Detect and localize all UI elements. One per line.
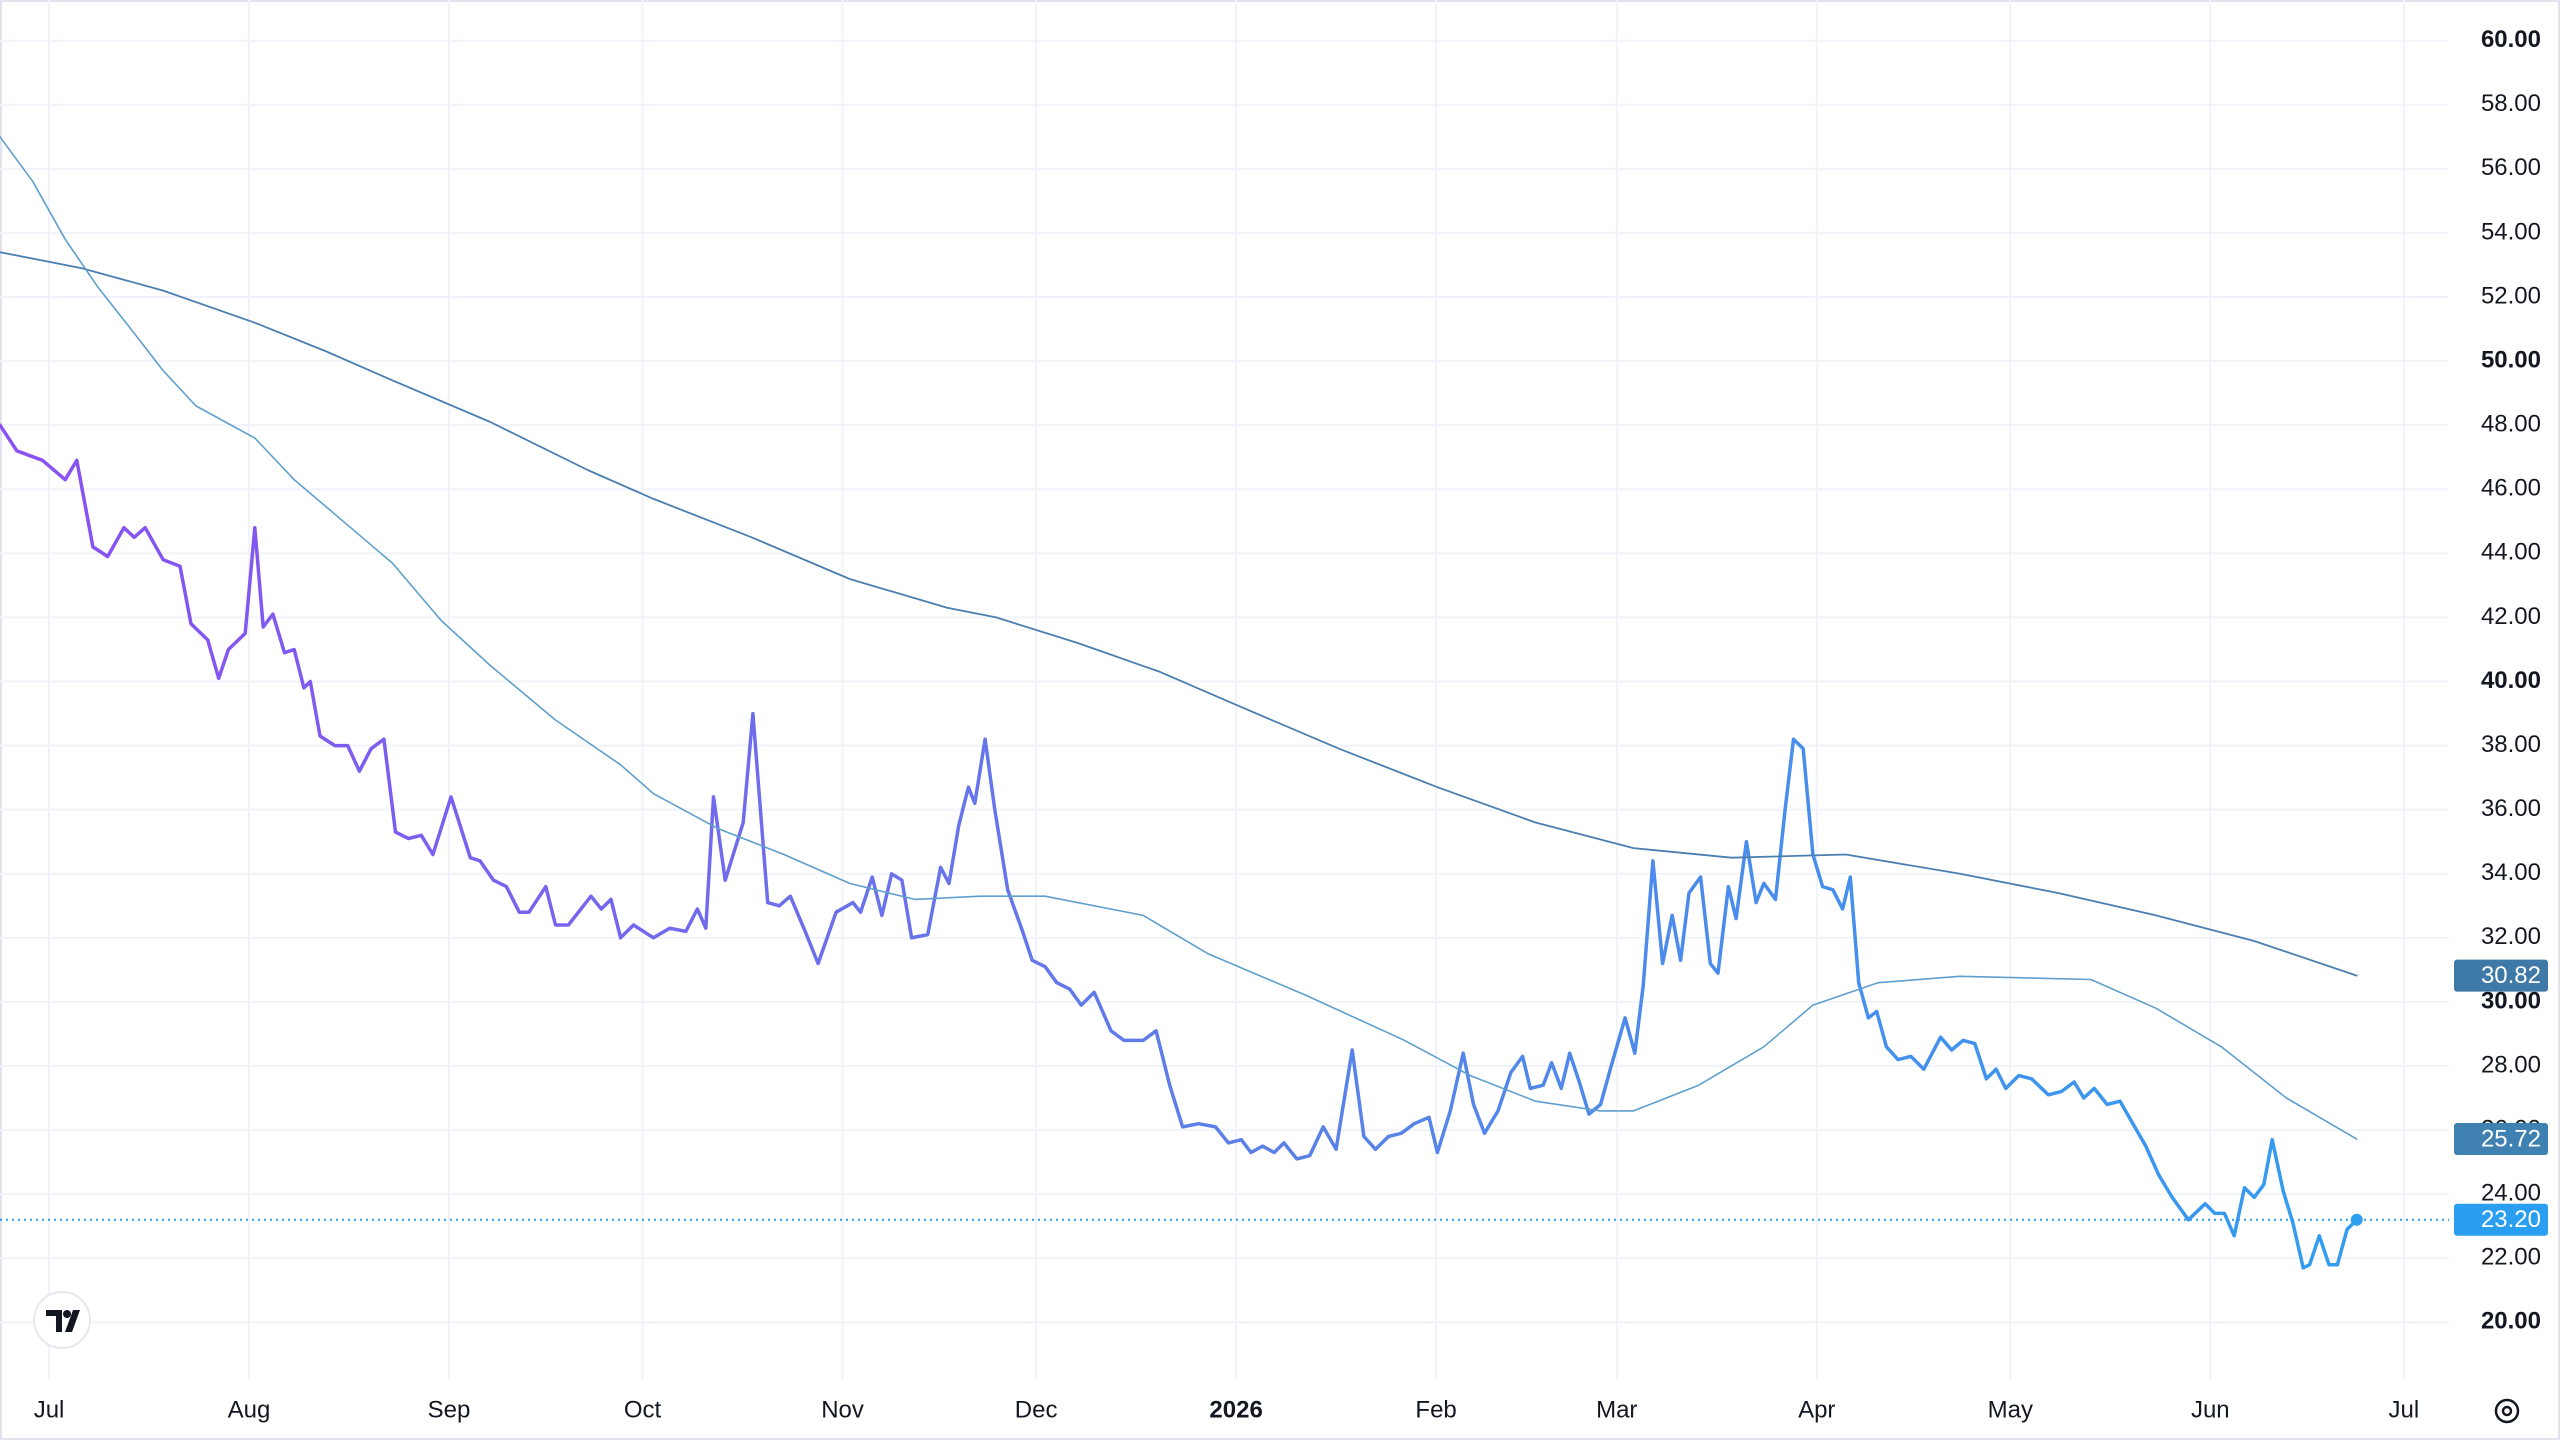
y-tick-label: 42.00: [2481, 603, 2541, 630]
x-tick-label: Sep: [428, 1396, 471, 1423]
y-tick-label: 46.00: [2481, 475, 2541, 502]
y-tick-label: 32.00: [2481, 923, 2541, 950]
y-tick-label: 50.00: [2481, 346, 2541, 373]
series-line: [0, 136, 2358, 1140]
x-tick-label: Oct: [624, 1396, 662, 1423]
x-tick-label: Dec: [1015, 1396, 1058, 1423]
x-tick-label: Nov: [821, 1396, 864, 1423]
y-tick-label: 28.00: [2481, 1051, 2541, 1078]
x-tick-label: Apr: [1798, 1396, 1835, 1423]
y-tick-label: 54.00: [2481, 218, 2541, 245]
y-tick-label: 58.00: [2481, 90, 2541, 117]
y-tick-label: 22.00: [2481, 1244, 2541, 1271]
y-tick-label: 56.00: [2481, 154, 2541, 181]
series-line: [0, 423, 2359, 1270]
y-tick-label: 36.00: [2481, 795, 2541, 822]
price-marker: [2454, 1203, 2548, 1236]
x-tick-label: Jul: [2388, 1396, 2419, 1423]
x-tick-label: Jul: [34, 1396, 65, 1423]
price-marker-label: 30.82: [2481, 962, 2541, 989]
x-tick-label: May: [1988, 1396, 2033, 1423]
grid: [0, 0, 2449, 1380]
price-marker-label: 25.72: [2481, 1125, 2541, 1152]
x-tick-label: Feb: [1415, 1396, 1456, 1423]
lines: [0, 136, 2449, 1270]
y-tick-label: 52.00: [2481, 282, 2541, 309]
logo: [33, 1291, 91, 1349]
axes: 20.0022.0024.0026.0028.0030.0032.0034.00…: [34, 26, 2548, 1423]
y-tick-label: 34.00: [2481, 859, 2541, 886]
settings-icon[interactable]: [2494, 1398, 2520, 1424]
price-marker-label: 23.20: [2481, 1206, 2541, 1233]
y-tick-label: 60.00: [2481, 26, 2541, 53]
x-tick-label: Aug: [228, 1396, 271, 1423]
price-marker: [2454, 959, 2548, 992]
y-tick-label: 24.00: [2481, 1180, 2541, 1207]
x-tick-label: 2026: [1209, 1396, 1262, 1423]
price-marker: [2454, 1123, 2548, 1156]
y-tick-label: 44.00: [2481, 539, 2541, 566]
y-tick-label: 40.00: [2481, 667, 2541, 694]
y-tick-label: 38.00: [2481, 731, 2541, 758]
y-tick-label: 48.00: [2481, 411, 2541, 438]
last-point: [2350, 1213, 2363, 1226]
x-tick-label: Jun: [2191, 1396, 2230, 1423]
x-tick-label: Mar: [1596, 1396, 1637, 1423]
y-tick-label: 30.00: [2481, 987, 2541, 1014]
series-line: [0, 251, 2358, 977]
y-tick-label: 20.00: [2481, 1308, 2541, 1335]
